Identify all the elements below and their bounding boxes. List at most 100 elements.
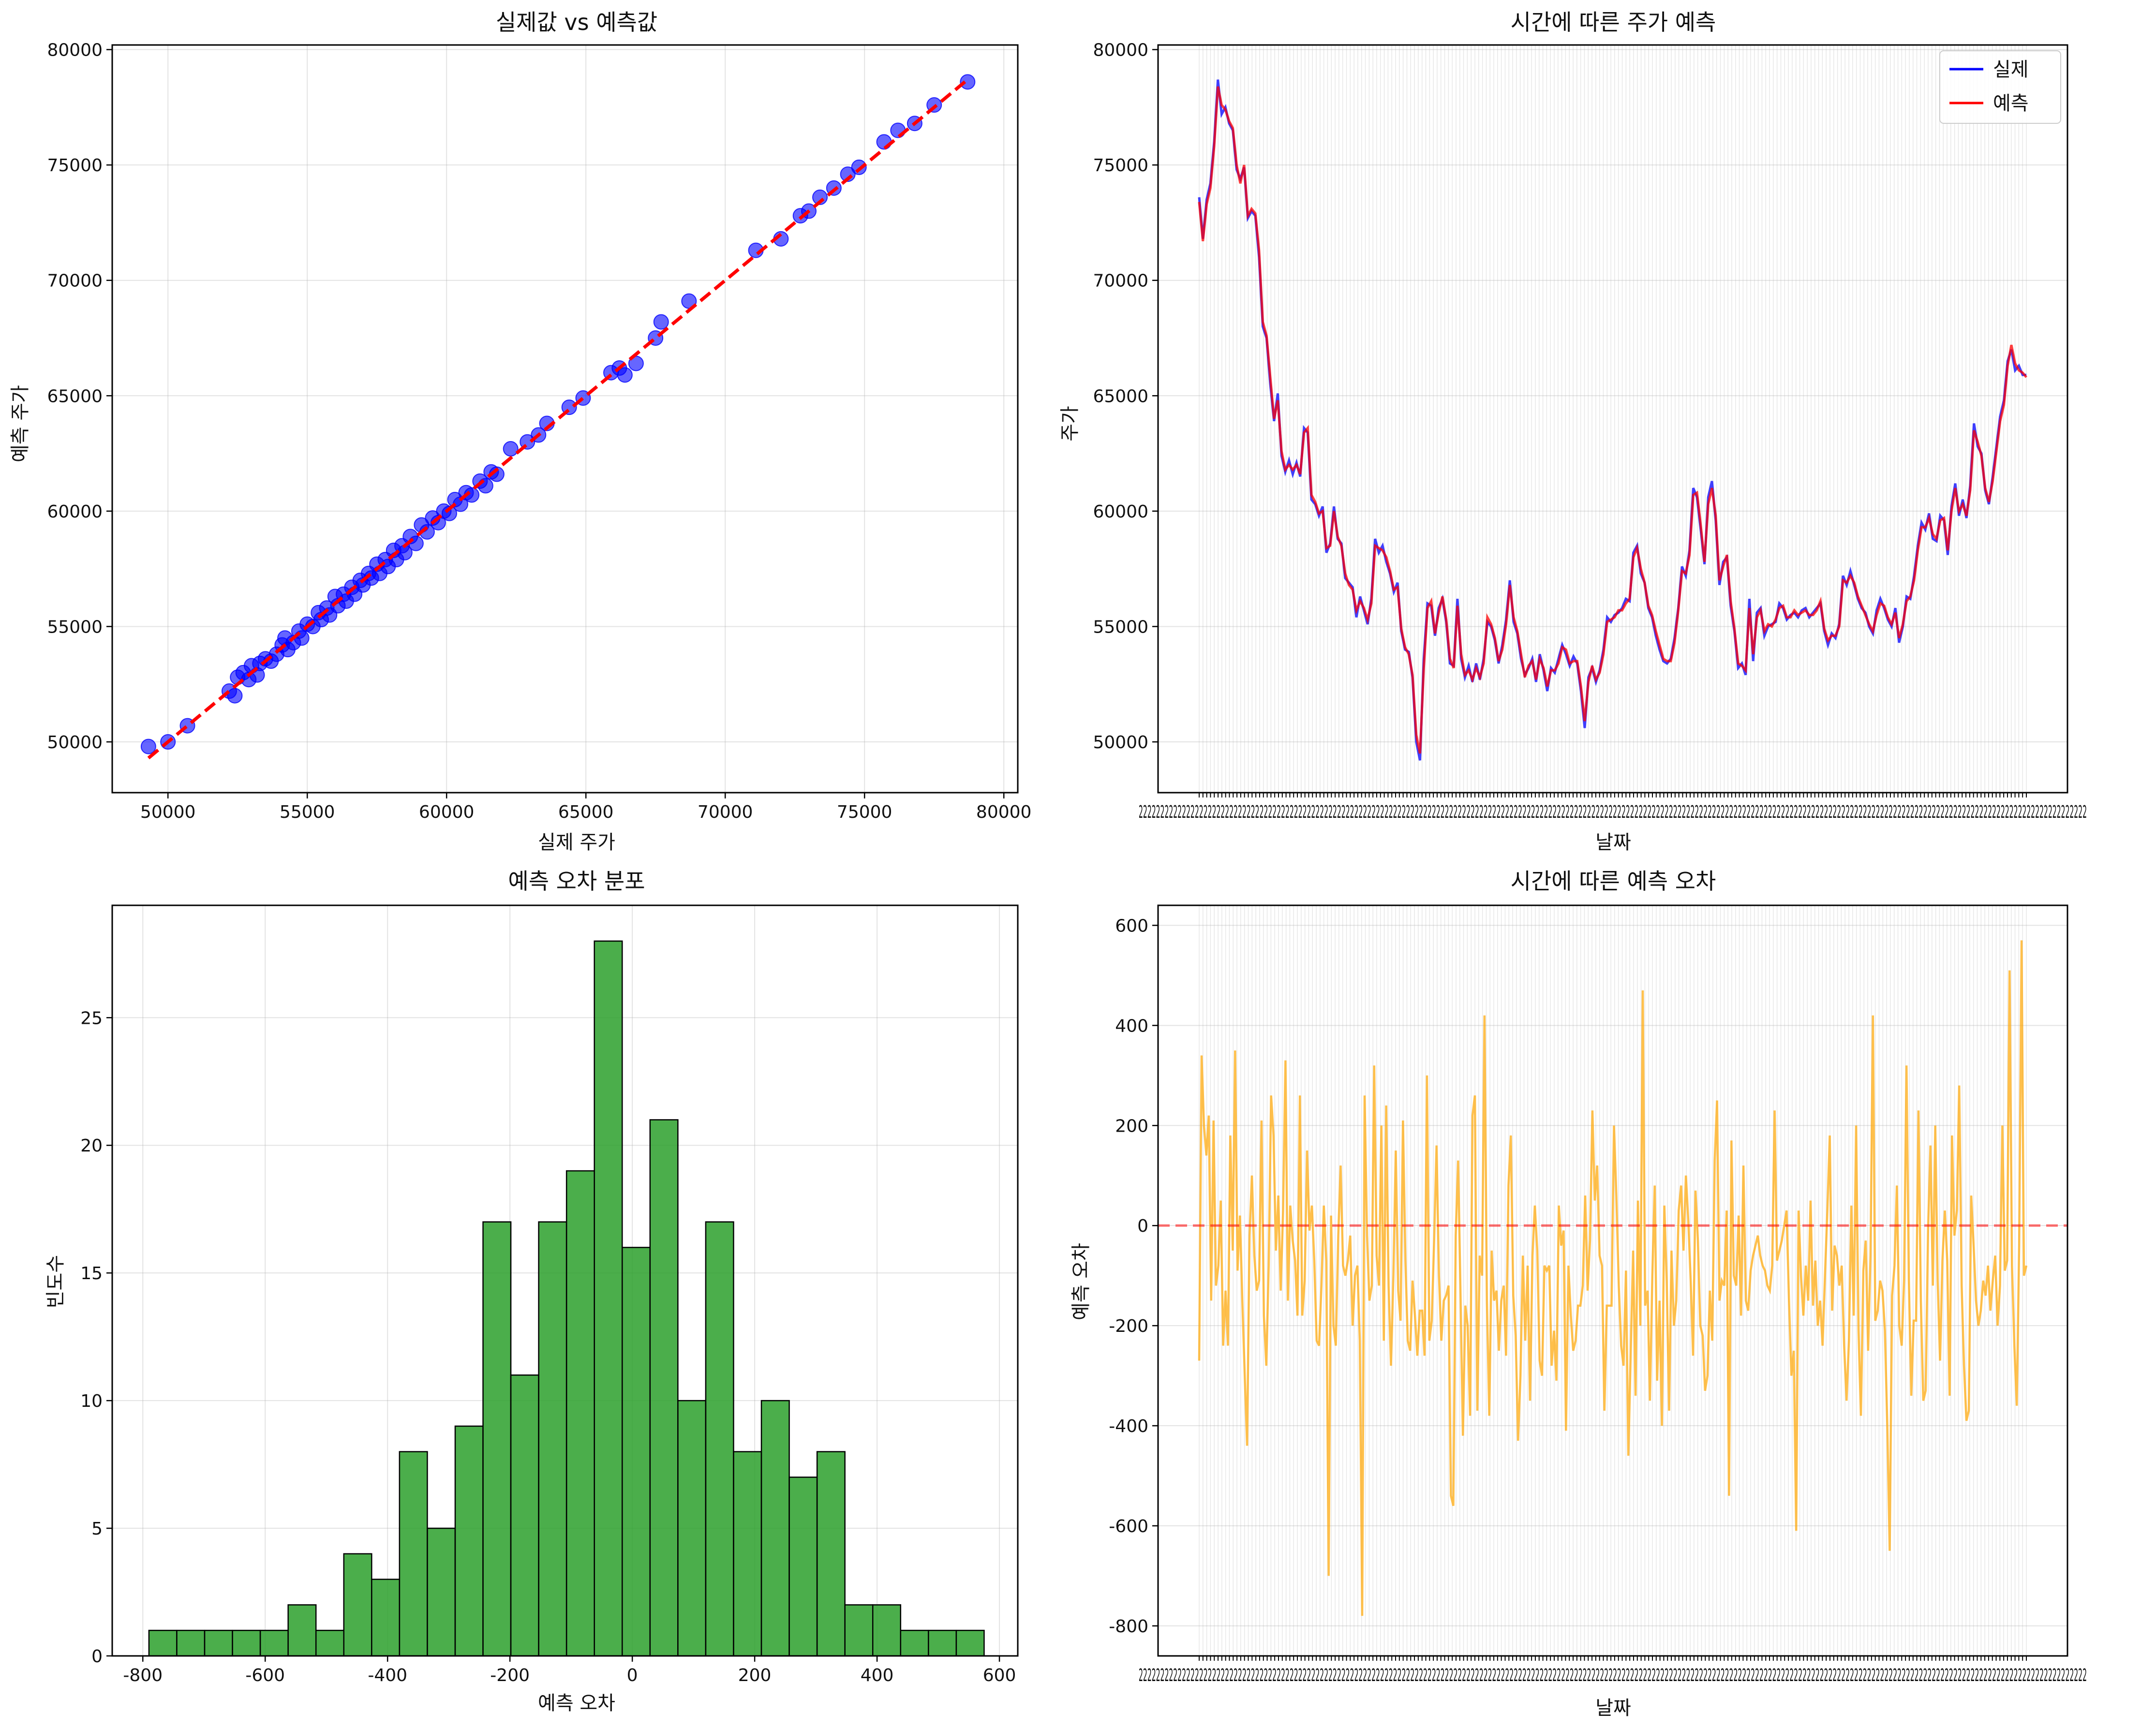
error-marks (1158, 940, 2067, 1616)
histogram-bar (705, 1221, 734, 1657)
scatter-ylabel: 예측 주가 (9, 385, 31, 462)
histogram-bar (538, 1221, 567, 1657)
price-marks (1198, 79, 2027, 761)
price-xlabel: 날짜 (1595, 831, 1631, 854)
error-xlabel: 날짜 (1595, 1697, 1631, 1719)
y-tick-label: 0 (91, 1647, 103, 1667)
histogram-bar (788, 1476, 818, 1657)
x-tick-label: 400 (861, 1666, 894, 1685)
y-tick-label: 0 (1137, 1216, 1148, 1236)
x-tick-label-band: 2222222222222222222222222222222222222222… (1139, 1666, 2087, 1685)
x-tick-label: 50000 (140, 802, 196, 822)
y-tick-label: 400 (1115, 1016, 1148, 1036)
error-ticks: -800 -600 -400 -200 0 200 400 600 22222222222222… (1109, 916, 2087, 1685)
y-tick-label: 80000 (47, 41, 103, 60)
scatter-marks (140, 74, 976, 760)
histogram-frame (111, 904, 1019, 1657)
scatter-point (140, 738, 156, 754)
price-ylabel: 주가 (1059, 406, 1081, 442)
y-tick-label: 55000 (1093, 617, 1148, 637)
y-tick-label: 15 (80, 1264, 103, 1284)
histogram-ticks: 0 5 10 15 20 25 -800 -600 -400 -200 0 200 400 600 (80, 1008, 1016, 1685)
x-tick-label: 60000 (419, 802, 475, 822)
y-tick-label: 10 (80, 1391, 103, 1411)
histogram-xlabel: 예측 오차 (538, 1692, 615, 1714)
legend-label-predicted: 예측 (1993, 92, 2029, 115)
y-tick-label: -400 (1109, 1417, 1148, 1436)
x-tick-label: -400 (368, 1666, 407, 1685)
y-tick-label: 200 (1115, 1116, 1148, 1136)
histogram-bar (677, 1400, 707, 1657)
histogram-bar (287, 1604, 317, 1657)
price-legend: 실제 예측 (1939, 50, 2061, 124)
scatter-point (294, 630, 310, 646)
histogram-bar (454, 1425, 484, 1657)
price-grid (1158, 45, 2067, 793)
histogram-bar (900, 1629, 929, 1657)
scatter-point (653, 314, 669, 330)
scatter-point (960, 74, 976, 90)
price-panel: 시간에 따른 주가 예측 날짜 주가 50000 55000 60000 65000 7… (1059, 9, 2087, 854)
x-tick-label: 0 (627, 1666, 638, 1685)
y-tick-label: -200 (1109, 1316, 1148, 1336)
scatter-point (477, 478, 493, 494)
x-tick-label: -600 (245, 1666, 285, 1685)
histogram-ylabel: 빈도수 (45, 1255, 67, 1308)
histogram-bar (232, 1629, 261, 1657)
predicted-price-line (1198, 86, 2027, 754)
histogram-panel: 예측 오차 분포 예측 오차 빈도수 0 5 10 15 20 25 -800 -600 -40… (45, 868, 1019, 1714)
scatter-panel: 실제값 vs 예측값 실제 주가 예측 주가 50000 55000 60000 65… (9, 9, 1031, 854)
price-ticks: 50000 55000 60000 65000 70000 75000 80000 22222… (1093, 41, 2087, 822)
histogram-bar (204, 1629, 233, 1657)
scatter-ticks: 50000 55000 60000 65000 70000 75000 80000 50000… (47, 41, 1031, 822)
y-tick-label: 25 (80, 1008, 103, 1028)
histogram-title: 예측 오차 분포 (508, 868, 645, 894)
scatter-xlabel: 실제 주가 (538, 831, 615, 854)
reference-line (147, 78, 969, 760)
histogram-bar (733, 1451, 762, 1657)
histogram-marks (148, 940, 985, 1657)
y-tick-label: 80000 (1093, 41, 1148, 60)
histogram-bar (594, 940, 623, 1657)
x-tick-label: 55000 (280, 802, 335, 822)
y-tick-label: 60000 (1093, 502, 1148, 522)
y-tick-label: 55000 (47, 617, 103, 637)
histogram-bar (928, 1629, 957, 1657)
histogram-bar (622, 1247, 651, 1657)
y-tick-label: 65000 (1093, 386, 1148, 406)
x-tick-label: 75000 (837, 802, 892, 822)
x-tick-label: -200 (490, 1666, 530, 1685)
y-tick-label: -600 (1109, 1517, 1148, 1536)
x-tick-label: 80000 (976, 802, 1032, 822)
histogram-bar (176, 1629, 206, 1657)
y-tick-label: 75000 (1093, 156, 1148, 176)
y-tick-label: 20 (80, 1136, 103, 1156)
histogram-bar (371, 1579, 401, 1657)
scatter-point (617, 367, 633, 383)
legend-label-actual: 실제 (1993, 59, 2029, 81)
price-title: 시간에 따른 주가 예측 (1511, 9, 1716, 35)
y-tick-label: 70000 (1093, 271, 1148, 291)
y-tick-label: 50000 (1093, 733, 1148, 753)
scatter-point (408, 535, 424, 551)
histogram-bar (399, 1451, 428, 1657)
y-tick-label: 50000 (47, 733, 103, 753)
histogram-bar (760, 1400, 790, 1657)
scatter-point (227, 688, 243, 704)
error-line (1198, 940, 2028, 1616)
histogram-bar (649, 1119, 679, 1657)
scatter-frame (111, 44, 1019, 794)
histogram-bar (427, 1527, 456, 1657)
x-tick-label-band: 2222222222222222222222222222222222222222… (1139, 802, 2087, 822)
histogram-bar (259, 1629, 289, 1657)
y-tick-label: 60000 (47, 502, 103, 522)
y-tick-label: 70000 (47, 271, 103, 291)
histogram-bar (482, 1221, 512, 1657)
price-frame (1157, 44, 2068, 794)
y-tick-label: -800 (1109, 1617, 1148, 1637)
x-tick-label: 200 (738, 1666, 772, 1685)
error-panel: 시간에 따른 예측 오차 날짜 예측 오차 -800 -600 -400 -200 0 2… (1070, 868, 2087, 1719)
y-tick-label: 5 (91, 1519, 103, 1539)
